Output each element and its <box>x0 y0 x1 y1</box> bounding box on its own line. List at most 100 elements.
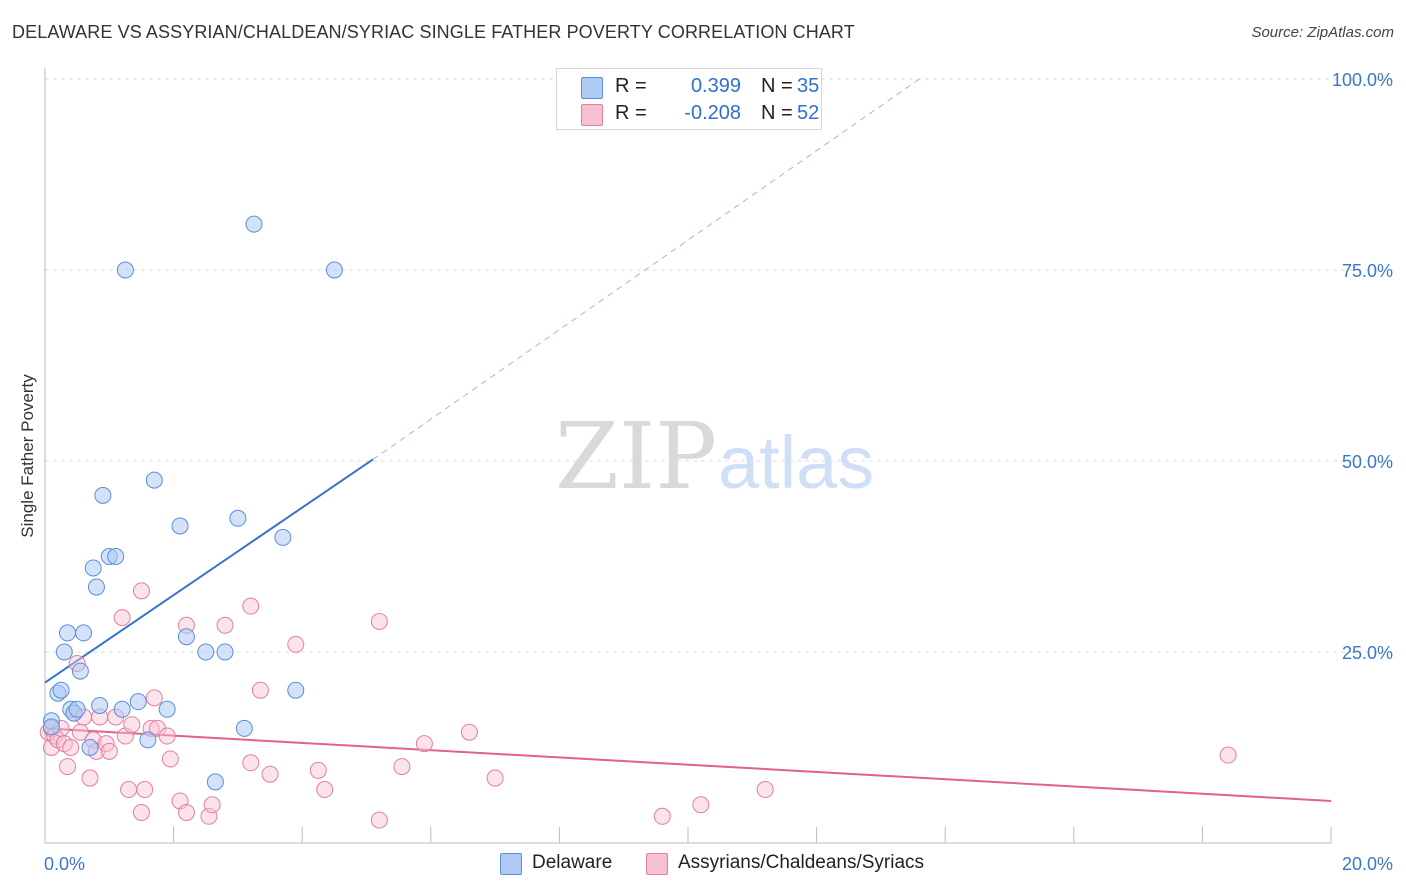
data-point-assyrian <box>309 761 327 779</box>
watermark-zip: ZIP <box>555 403 717 510</box>
data-point-assyrian <box>177 803 195 821</box>
data-point-assyrian <box>460 723 478 741</box>
data-point-delaware <box>287 681 305 699</box>
data-point-delaware <box>245 215 263 233</box>
data-point-assyrian <box>158 727 176 745</box>
data-point-delaware <box>59 624 77 642</box>
delaware-swatch <box>581 77 603 99</box>
r-label: R = <box>615 102 647 124</box>
trend-line-delaware-extended <box>372 78 920 460</box>
n-label: N = <box>761 75 793 97</box>
grid-lines <box>45 78 1392 653</box>
data-point-assyrian <box>370 811 388 829</box>
data-point-delaware <box>325 261 343 279</box>
data-point-assyrian <box>100 742 118 760</box>
stats-legend: R = 0.399 N = 35 R = -0.208 N = 52 <box>556 68 822 130</box>
data-point-assyrian <box>136 781 154 799</box>
data-point-assyrian <box>370 612 388 630</box>
data-point-assyrian <box>200 807 218 825</box>
data-point-assyrian <box>242 754 260 772</box>
data-point-delaware <box>81 739 99 756</box>
data-point-delaware <box>42 718 60 736</box>
data-point-assyrian <box>242 597 260 615</box>
data-point-assyrian <box>203 796 221 814</box>
data-point-delaware <box>158 700 176 718</box>
data-point-delaware <box>139 731 157 749</box>
r-value-delaware: 0.399 <box>690 75 741 97</box>
chart-title: DELAWARE VS ASSYRIAN/CHALDEAN/SYRIAC SIN… <box>12 22 855 42</box>
data-point-assyrian <box>120 781 138 799</box>
data-point-assyrian <box>415 735 433 753</box>
data-point-assyrian <box>393 758 411 776</box>
watermark-atlas: atlas <box>718 421 874 504</box>
data-point-assyrian <box>653 807 671 825</box>
data-point-delaware <box>107 548 125 565</box>
data-point-delaware <box>129 693 147 711</box>
data-point-delaware <box>94 486 112 504</box>
y-tick-label: 75.0% <box>1342 261 1393 281</box>
delaware-swatch <box>500 853 522 875</box>
trend-line-assyrian <box>44 727 1332 802</box>
data-point-assyrian <box>316 781 334 799</box>
assyrian-swatch <box>646 853 668 875</box>
y-tick-label: 100.0% <box>1332 70 1393 90</box>
data-point-assyrian <box>145 689 163 707</box>
assyrian-swatch <box>581 104 603 126</box>
data-point-delaware <box>75 624 93 642</box>
data-point-delaware <box>274 528 292 546</box>
data-point-assyrian <box>287 635 305 653</box>
x-tick-label-max: 20.0% <box>1342 854 1393 874</box>
data-point-assyrian <box>132 582 150 600</box>
data-point-assyrian <box>261 765 279 783</box>
data-point-delaware <box>206 773 224 791</box>
data-point-assyrian <box>486 769 504 787</box>
trend-line-delaware <box>44 458 374 684</box>
data-point-delaware <box>113 700 131 718</box>
data-point-assyrian <box>756 781 774 799</box>
data-point-assyrian <box>81 769 99 787</box>
data-point-delaware <box>235 719 253 737</box>
y-tick-label: 50.0% <box>1342 452 1393 472</box>
data-point-delaware <box>116 261 134 279</box>
data-point-delaware <box>216 643 234 661</box>
data-point-assyrian <box>123 716 141 734</box>
legend-label-assyrian: Assyrians/Chaldeans/Syriacs <box>678 852 925 873</box>
data-point-delaware <box>177 628 195 646</box>
data-point-delaware <box>84 559 102 577</box>
y-tick-label: 25.0% <box>1342 643 1393 663</box>
x-tick-label-min: 0.0% <box>44 854 85 874</box>
data-point-delaware <box>197 643 215 661</box>
trend-lines <box>44 78 1332 802</box>
data-point-delaware <box>68 700 86 718</box>
r-label: R = <box>615 75 647 97</box>
data-point-assyrian <box>216 616 234 634</box>
data-point-assyrian <box>692 796 710 814</box>
data-point-delaware <box>229 509 247 527</box>
data-point-assyrian <box>1219 746 1237 764</box>
data-point-delaware <box>55 643 73 661</box>
data-point-delaware <box>52 681 70 699</box>
n-label: N = <box>761 102 793 124</box>
tick-labels: 25.0% 50.0% 75.0% 100.0% 0.0% 20.0% <box>44 70 1393 874</box>
r-value-assyrian: -0.208 <box>684 102 741 124</box>
legend-label-delaware: Delaware <box>532 852 613 873</box>
data-point-assyrian <box>132 803 150 821</box>
watermark: ZIP atlas <box>555 403 874 510</box>
n-value-delaware: 35 <box>797 75 820 97</box>
data-point-assyrian <box>161 750 179 768</box>
data-point-delaware <box>91 696 109 714</box>
source-label: Source: ZipAtlas.com <box>1251 24 1394 41</box>
data-points <box>39 215 1237 829</box>
n-value-assyrian: 52 <box>797 102 820 124</box>
data-point-delaware <box>71 662 89 680</box>
data-point-assyrian <box>113 609 131 627</box>
data-point-delaware <box>87 578 105 596</box>
axes <box>44 68 1332 844</box>
data-point-assyrian <box>62 739 80 756</box>
data-point-delaware <box>171 517 189 535</box>
series-legend: Delaware Assyrians/Chaldeans/Syriacs <box>0 851 1406 877</box>
data-point-delaware <box>145 471 163 489</box>
data-point-assyrian <box>59 758 77 776</box>
data-point-assyrian <box>251 681 269 699</box>
